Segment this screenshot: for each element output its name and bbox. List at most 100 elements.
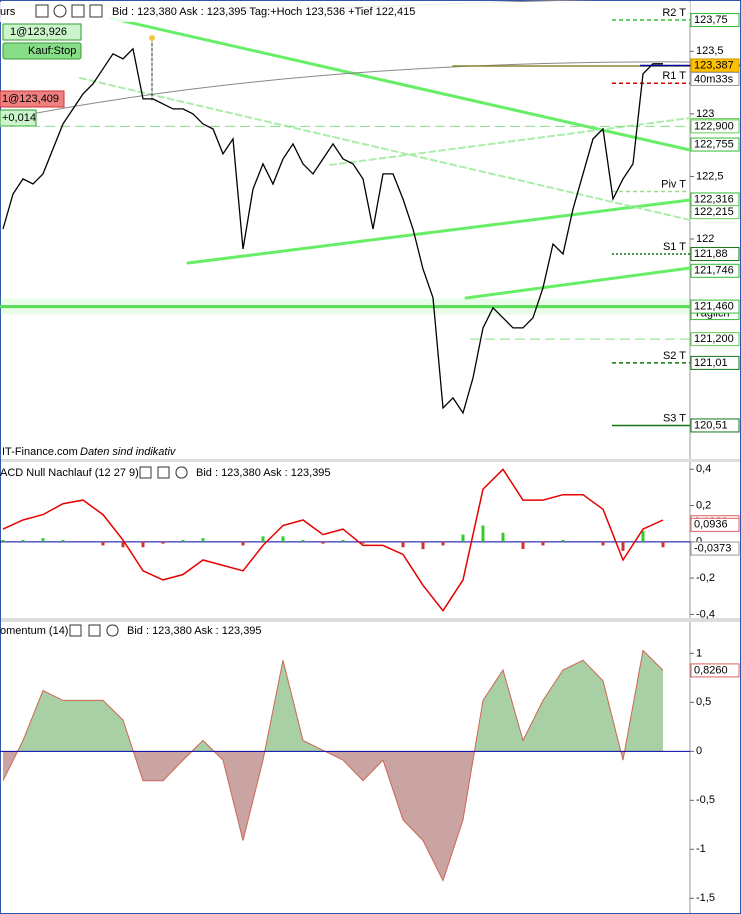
order-box[interactable] xyxy=(0,90,65,108)
countdown-box xyxy=(690,71,740,86)
histogram-bar xyxy=(41,538,45,542)
footer-source: IT-Finance.com xyxy=(2,446,78,458)
histogram-bar xyxy=(301,540,305,542)
price-label: 121,01 xyxy=(694,357,728,369)
histogram-bar xyxy=(481,525,485,542)
area-positive xyxy=(17,650,663,751)
histogram-bar xyxy=(501,532,505,542)
y-tick-label: -1 xyxy=(696,843,706,855)
histogram-bar xyxy=(621,541,625,551)
histogram-bar xyxy=(241,541,245,546)
y-tick-label: 0,5 xyxy=(696,696,711,708)
trend-line xyxy=(108,16,692,152)
close-icon[interactable] xyxy=(175,466,188,479)
momentum-line xyxy=(2,649,664,882)
y-tick-label: -0,2 xyxy=(696,572,715,584)
histogram-bar xyxy=(281,536,285,542)
trend-line xyxy=(79,77,691,221)
y-tick-label: -0,4 xyxy=(696,608,715,620)
price-box xyxy=(690,418,740,433)
pivot-label: R2 T xyxy=(662,7,686,19)
pivot-label: S3 T xyxy=(663,412,686,424)
histogram-bar xyxy=(421,541,425,550)
histogram-bar xyxy=(101,541,105,546)
histogram-bar xyxy=(181,540,185,542)
pivot-label: S2 T xyxy=(663,350,686,362)
y-tick-label: 122 xyxy=(696,233,714,245)
price-box xyxy=(690,205,740,220)
macd-line xyxy=(2,468,664,612)
panel-title: omentum (14) xyxy=(0,625,68,637)
order-box[interactable] xyxy=(2,23,82,41)
price-box xyxy=(690,247,740,262)
trend-line xyxy=(464,266,692,300)
window-icon[interactable] xyxy=(88,624,101,637)
footer-note: Daten sind indikativ xyxy=(80,446,177,458)
histogram-bar xyxy=(321,541,325,544)
price-label: 120,51 xyxy=(694,419,728,431)
order-button[interactable] xyxy=(2,42,82,60)
y-tick-label: 0,2 xyxy=(696,499,711,511)
trend-line xyxy=(329,117,691,166)
histogram-bar xyxy=(521,541,525,550)
histogram-bar xyxy=(561,540,565,542)
price-label: 121,88 xyxy=(694,248,728,260)
countdown: 40m33s xyxy=(694,73,734,85)
y-tick-label: 122,5 xyxy=(696,170,724,182)
y-tick-label: -1,5 xyxy=(696,892,715,904)
panel-divider xyxy=(0,459,741,462)
order-label: 1@123,926 xyxy=(10,26,67,38)
value-box xyxy=(690,663,740,678)
settings-icon[interactable] xyxy=(69,624,82,637)
histogram-bar xyxy=(541,541,545,546)
histogram-bar xyxy=(1,540,5,542)
histogram-bar xyxy=(21,540,25,542)
price-label: 123,75 xyxy=(694,14,728,26)
histogram-bar xyxy=(641,530,645,542)
marker xyxy=(149,35,155,41)
pivot-label: Piv T xyxy=(661,178,686,190)
trend-line xyxy=(186,198,692,265)
curve xyxy=(0,61,691,121)
price-box xyxy=(690,13,740,28)
panel-quote: Bid : 123,380 Ask : 123,395 xyxy=(196,467,331,479)
histogram-bar xyxy=(121,541,125,548)
price-label: 122,900 xyxy=(694,120,734,132)
price-box xyxy=(690,299,740,314)
histogram-bar xyxy=(401,541,405,548)
price-label: 121,200 xyxy=(694,333,734,345)
close-icon[interactable] xyxy=(53,4,67,18)
histogram-bar xyxy=(161,541,165,544)
price-label: 121,746 xyxy=(694,265,734,277)
settings-icon[interactable] xyxy=(35,4,49,18)
price-box xyxy=(690,355,740,370)
y-tick-label: 123 xyxy=(696,108,714,120)
up-icon[interactable] xyxy=(89,4,103,18)
price-box xyxy=(690,332,740,347)
price-labels: 123,75122,910122,900122,755122,316122,21… xyxy=(0,13,740,433)
close-icon[interactable] xyxy=(106,624,119,637)
order-pl: +0,014 xyxy=(2,112,36,124)
y-tick-label: 123,5 xyxy=(696,45,724,57)
down-icon[interactable] xyxy=(71,4,85,18)
histogram-bar xyxy=(661,541,665,548)
window-icon[interactable] xyxy=(157,466,170,479)
price-box xyxy=(690,137,740,152)
order-type: Kauf:Stop xyxy=(28,45,76,57)
panel-title: ACD Null Nachlauf (12 27 9) xyxy=(0,467,139,479)
price-line xyxy=(2,47,663,415)
price-label: 122,755 xyxy=(694,138,734,150)
value-label: 0,8260 xyxy=(694,664,728,676)
settings-icon[interactable] xyxy=(139,466,152,479)
y-tick-label: 0 xyxy=(696,745,702,757)
histogram-bar xyxy=(341,540,345,542)
current-label: 123,387 xyxy=(694,59,734,71)
histogram-bar xyxy=(441,541,445,546)
price-label: 122,316 xyxy=(694,193,734,205)
histogram-bar xyxy=(261,536,265,542)
pivot-label: S1 T xyxy=(663,241,686,253)
value-box xyxy=(690,517,740,532)
histogram-bar xyxy=(141,541,145,548)
y-tick-label: 1 xyxy=(696,647,702,659)
